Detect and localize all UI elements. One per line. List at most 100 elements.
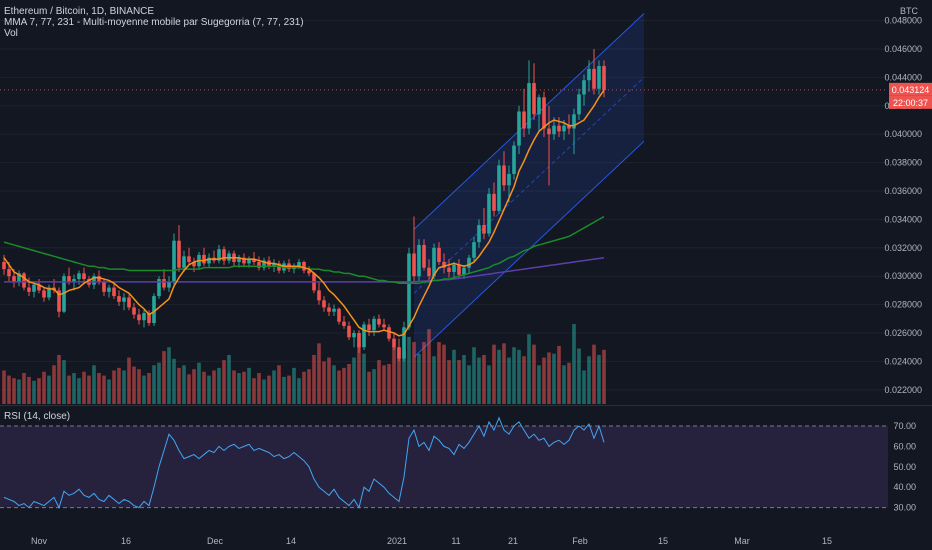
candle-body [307, 270, 311, 274]
volume-bar [217, 367, 221, 404]
volume-bar [237, 373, 241, 404]
candle-body [217, 249, 221, 261]
volume-bar [367, 371, 371, 404]
rsi-tick-label: 50.00 [893, 462, 916, 472]
candle-body [127, 297, 131, 308]
moving-averages [3, 89, 605, 337]
volume-bar [507, 357, 511, 404]
volume-bar [112, 370, 116, 404]
volume-bar [497, 349, 501, 404]
volume-bar [537, 365, 541, 404]
volume-bar [467, 365, 471, 404]
volume-bar [477, 357, 481, 404]
candle-body [247, 259, 251, 264]
candle-body [157, 279, 161, 297]
rsi-axis[interactable]: 30.00 40.00 50.00 60.00 70.00 [893, 421, 916, 513]
price-axis[interactable]: 0.022000 0.024000 0.026000 0.028000 0.030000… [884, 6, 932, 395]
time-tick-label: 2021 [387, 536, 407, 546]
rsi-legend[interactable]: RSI (14, close) [4, 411, 71, 422]
volume-bar [397, 348, 401, 404]
volume-bar [7, 375, 11, 404]
candle-body [502, 165, 506, 186]
price-tick-label: 0.024000 [884, 356, 922, 366]
time-tick-label: 14 [286, 536, 296, 546]
candle-body [507, 173, 511, 186]
candle-body [67, 276, 71, 282]
candle-body [567, 125, 571, 129]
volume-bar [587, 356, 591, 404]
candle-body [22, 273, 26, 288]
volume-bar [322, 361, 326, 404]
volume-bar [67, 375, 71, 404]
candle-body [377, 318, 381, 325]
price-tick-label: 0.040000 [884, 129, 922, 139]
candle-body [597, 66, 601, 89]
candle-body [447, 267, 451, 272]
candle-body [457, 264, 461, 275]
volume-bar [242, 371, 246, 404]
candle-body [252, 259, 256, 262]
rsi-tick-label: 70.00 [893, 421, 916, 431]
candle-body [202, 254, 206, 264]
candle-body [422, 244, 426, 268]
candle-body [142, 313, 146, 321]
volume-bar [57, 354, 61, 404]
candle-body [122, 297, 126, 302]
candle-body [497, 165, 501, 211]
candle-body [102, 281, 106, 292]
volume-bar [247, 367, 251, 404]
time-tick-label: 21 [508, 536, 518, 546]
volume-bar [332, 365, 336, 404]
candle-body [332, 308, 336, 312]
candle-body [47, 287, 51, 298]
volume-bar [257, 373, 261, 404]
volume-bar [32, 380, 36, 404]
candle-body [342, 321, 346, 326]
volume-bar [392, 345, 396, 404]
volume-bar [502, 343, 506, 404]
legend-moving-averages[interactable]: MMA 7, 77, 231 - Multi-moyenne mobile pa… [4, 17, 304, 28]
price-tick-label: 0.028000 [884, 300, 922, 310]
legend-symbol[interactable]: Ethereum / Bitcoin, 1D, BINANCE [4, 6, 155, 17]
volume-bar [462, 354, 466, 404]
volume-bar [407, 336, 411, 404]
volume-bar [557, 345, 561, 404]
candle-body [7, 269, 11, 277]
time-axis[interactable]: Nov 16 Dec 14 2021 11 21 Feb 15 Mar 15 [31, 536, 832, 546]
candle-body [27, 287, 31, 292]
volume-bar [387, 364, 391, 404]
volume-bar [132, 366, 136, 404]
volume-bar [62, 360, 66, 404]
volume-bar [207, 375, 211, 404]
volume-bar [542, 357, 546, 404]
candle-body [297, 262, 301, 267]
volume-bar [122, 370, 126, 404]
volume-bar [582, 370, 586, 404]
volume-bar [137, 369, 141, 404]
volume-bar [252, 378, 256, 404]
volume-bar [517, 349, 521, 404]
volume-bar [547, 352, 551, 404]
volume-bar [317, 343, 321, 404]
candle-body [2, 262, 6, 270]
candle-body [512, 145, 516, 174]
volume-bar [562, 365, 566, 404]
candle-body [527, 83, 531, 129]
candle-body [517, 111, 521, 146]
volume-bar [307, 369, 311, 404]
price-tick-label: 0.034000 [884, 214, 922, 224]
candle-body [112, 287, 116, 297]
volume-bar [102, 375, 106, 404]
legend-volume[interactable]: Vol [4, 28, 18, 39]
volume-bar [42, 371, 46, 404]
volume-bar [197, 362, 201, 404]
price-tick-label: 0.048000 [884, 16, 922, 26]
volume-bar [12, 378, 16, 404]
volume-bar [312, 354, 316, 404]
volume-bar [72, 373, 76, 404]
candle-body [427, 267, 431, 277]
volume-bar [412, 342, 416, 404]
grid [0, 20, 932, 406]
candle-body [532, 83, 536, 115]
